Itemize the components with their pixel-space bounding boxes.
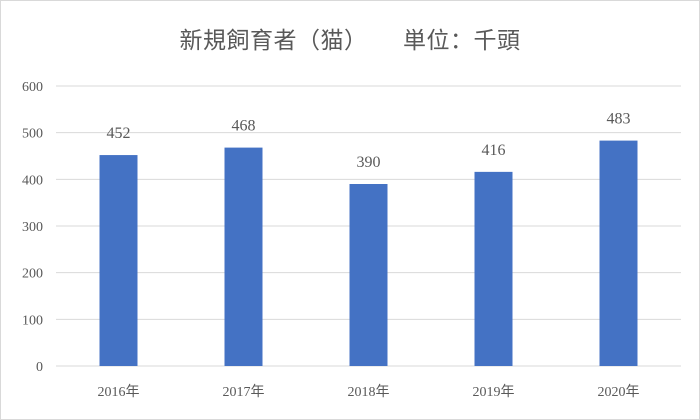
bars bbox=[99, 140, 638, 366]
data-label: 416 bbox=[482, 142, 506, 159]
data-label: 452 bbox=[107, 125, 131, 142]
y-axis-tick-labels: 0 100 200 300 400 500 600 bbox=[22, 80, 43, 375]
x-category-label: 2018年 bbox=[348, 384, 390, 400]
y-tick-label: 500 bbox=[22, 127, 43, 142]
data-label: 483 bbox=[607, 111, 631, 128]
y-tick-label: 600 bbox=[22, 80, 43, 95]
data-labels: 452 468 390 416 483 bbox=[107, 111, 631, 171]
x-category-label: 2020年 bbox=[598, 384, 640, 400]
y-tick-label: 0 bbox=[36, 360, 43, 375]
bar bbox=[474, 171, 513, 366]
bar bbox=[224, 147, 263, 366]
data-label: 390 bbox=[357, 154, 381, 171]
x-axis-category-labels: 2016年 2017年 2018年 2019年 2020年 bbox=[98, 384, 640, 400]
y-tick-label: 300 bbox=[22, 220, 43, 235]
y-tick-label: 100 bbox=[22, 313, 43, 328]
chart-title: 新規飼育者（猫） 単位：千頭 bbox=[179, 28, 521, 54]
x-category-label: 2016年 bbox=[98, 384, 140, 400]
bar bbox=[349, 184, 388, 366]
data-label: 468 bbox=[232, 118, 256, 135]
bar bbox=[99, 155, 138, 366]
x-category-label: 2017年 bbox=[223, 384, 265, 400]
y-tick-label: 400 bbox=[22, 173, 43, 188]
bar bbox=[599, 140, 638, 366]
y-tick-label: 200 bbox=[22, 267, 43, 282]
x-category-label: 2019年 bbox=[473, 384, 515, 400]
